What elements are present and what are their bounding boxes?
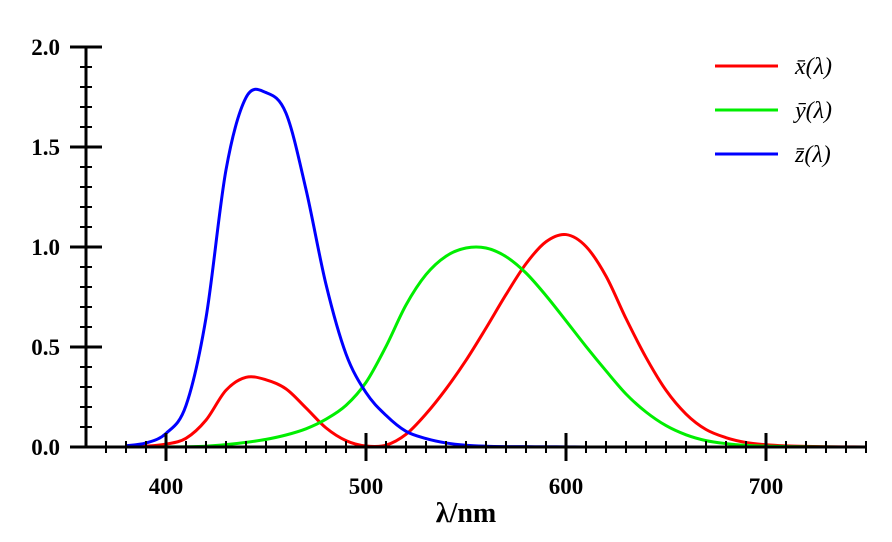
- x-tick-label: 500: [349, 474, 384, 499]
- legend-label-2: z̄(λ): [794, 142, 831, 168]
- series-line-1: [125, 245, 867, 449]
- y-tick-label: 0.0: [31, 435, 60, 460]
- legend-label-1: ȳ(λ): [793, 98, 832, 124]
- series-line-0: [125, 232, 867, 449]
- y-tick-label: 1.5: [31, 135, 60, 160]
- legend: x̄(λ) ȳ(λ) z̄(λ): [715, 54, 832, 168]
- legend-label-0: x̄(λ): [794, 54, 832, 80]
- x-tick-label: 700: [749, 474, 784, 499]
- axes-layer: 400 500 600 700 0.0 0.5 1.0 1.5 2.0: [31, 35, 867, 499]
- y-tick-label: 1.0: [31, 235, 60, 260]
- x-tick-label: 600: [549, 474, 584, 499]
- series-layer: [125, 87, 867, 449]
- x-tick-label: 400: [149, 474, 184, 499]
- series-line-2: [125, 87, 866, 449]
- y-tick-label: 2.0: [31, 35, 60, 60]
- y-tick-label: 0.5: [31, 335, 60, 360]
- x-axis-title: λ/nm: [436, 498, 496, 529]
